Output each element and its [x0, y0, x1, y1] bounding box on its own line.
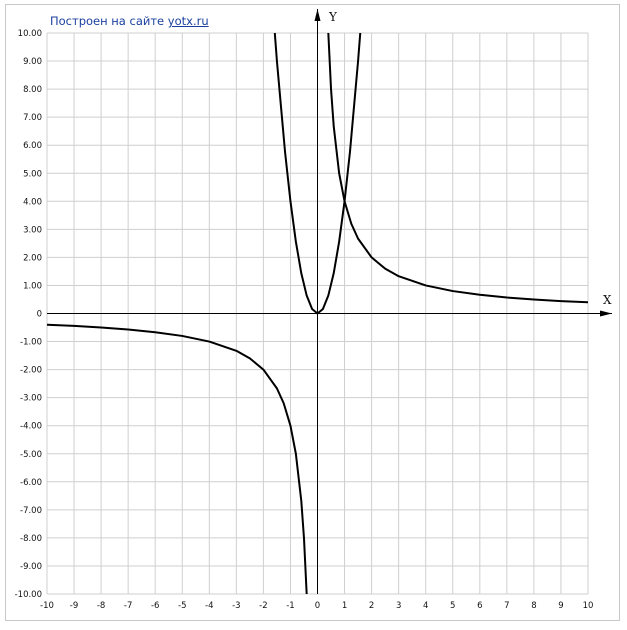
x-tick-label: -7: [124, 601, 132, 611]
curve-2: [327, 33, 588, 304]
credit-text: Построен на сайте: [50, 14, 165, 28]
x-tick-label: 7: [504, 601, 509, 611]
credit-link[interactable]: yotx.ru: [167, 14, 209, 28]
y-tick-label: -4.00: [20, 422, 42, 432]
curve-3: [47, 323, 308, 594]
x-tick-label: -1: [286, 601, 294, 611]
x-tick-label: -2: [259, 601, 267, 611]
y-tick-label: 8.00: [23, 85, 42, 95]
y-tick-label: 7.00: [23, 113, 42, 123]
y-axis-arrow: [314, 9, 321, 21]
y-tick-label: 1.00: [23, 281, 42, 291]
tick-labels: -10 -9 -8 -7 -6 -5 -4 -3 -2 -1 0 1 2 3 4 5 6 7 8 9 1010.009.…: [15, 29, 594, 611]
y-tick-label: -10.00: [15, 590, 42, 600]
x-tick-label: -9: [70, 601, 78, 611]
x-axis-arrow: [600, 310, 612, 317]
y-tick-label: -3.00: [20, 394, 42, 404]
x-tick-label: -6: [151, 601, 159, 611]
y-tick-label: 10.00: [18, 29, 42, 39]
curve-1: [273, 33, 362, 315]
x-tick-label: 3: [396, 601, 401, 611]
y-axis-label: Y: [328, 10, 338, 24]
curves: [47, 33, 588, 594]
site-credit: Построен на сайте yotx.ru: [50, 14, 209, 28]
x-tick-label: 0: [315, 601, 320, 611]
x-tick-label: 4: [423, 601, 428, 611]
y-tick-label: 2.00: [23, 253, 42, 263]
y-tick-label: -2.00: [20, 366, 42, 376]
y-tick-label: 6.00: [23, 141, 42, 151]
y-tick-label: -8.00: [20, 534, 42, 544]
x-tick-label: 2: [369, 601, 374, 611]
x-axis-label: X: [603, 293, 612, 307]
x-tick-label: -3: [232, 601, 240, 611]
x-tick-label: -10: [40, 601, 54, 611]
x-tick-label: 1: [342, 601, 347, 611]
x-tick-label: 10: [583, 601, 594, 611]
plot-frame: [5, 4, 620, 621]
y-tick-label: 4.00: [23, 197, 42, 207]
y-tick-label: -1.00: [20, 338, 42, 348]
axes: [47, 9, 612, 594]
x-tick-label: 6: [477, 601, 482, 611]
y-tick-label: -7.00: [20, 506, 42, 516]
x-tick-label: -4: [205, 601, 213, 611]
x-tick-label: 5: [450, 601, 455, 611]
y-tick-label: -5.00: [20, 450, 42, 460]
y-tick-label: -9.00: [20, 562, 42, 572]
y-tick-label: 5.00: [23, 169, 42, 179]
y-tick-label: 9.00: [23, 57, 42, 67]
y-tick-label: 3.00: [23, 225, 42, 235]
y-tick-label: -6.00: [20, 478, 42, 488]
x-tick-label: 8: [531, 601, 536, 611]
x-tick-label: -5: [178, 601, 186, 611]
x-tick-label: 9: [558, 601, 563, 611]
y-tick-label: 0: [37, 310, 42, 320]
x-tick-label: -8: [97, 601, 105, 611]
